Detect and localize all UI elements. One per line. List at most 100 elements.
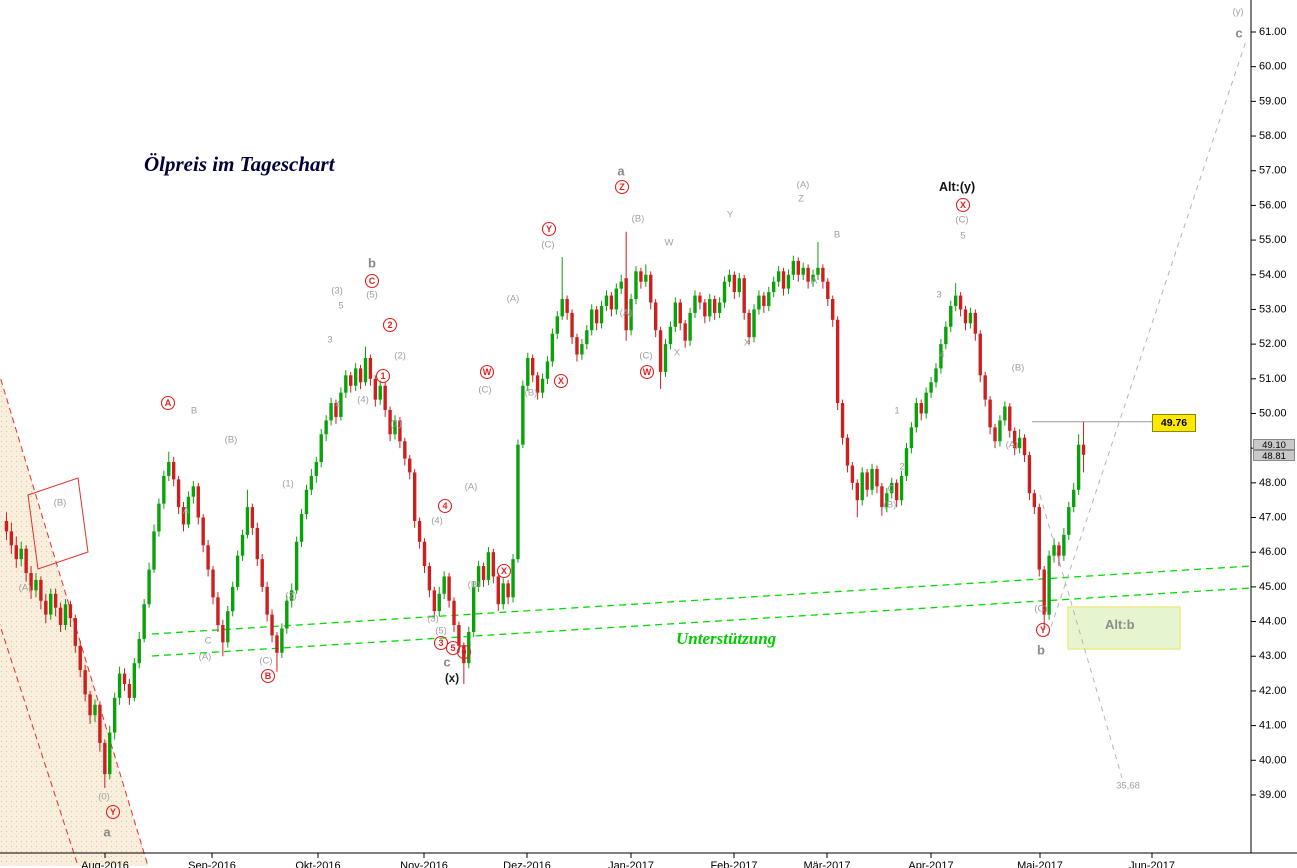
candle <box>791 255 796 280</box>
wave-label-circle <box>382 317 398 333</box>
candle <box>108 725 112 780</box>
candle <box>98 701 102 752</box>
candle <box>127 678 132 705</box>
candle <box>324 415 328 442</box>
wave-label: Y <box>110 807 116 817</box>
candle <box>993 423 997 449</box>
candle <box>24 545 28 582</box>
candle <box>511 553 515 603</box>
red-consolidation-box[interactable] <box>27 477 89 570</box>
candle <box>181 501 186 532</box>
candle <box>285 595 289 634</box>
wave-label-circle <box>955 197 971 213</box>
wave-label: 2 <box>899 462 904 473</box>
y-axis-label: 56.00 <box>1259 199 1287 211</box>
candle <box>201 514 205 553</box>
candle <box>590 304 594 336</box>
wave-label: 1 <box>894 406 899 417</box>
candle <box>19 541 23 567</box>
candle <box>309 468 314 495</box>
candle <box>476 560 481 593</box>
wave-label: (5) <box>366 290 378 301</box>
wave-label-circle <box>614 179 630 195</box>
wave-label: (B) <box>225 435 238 446</box>
candle <box>132 657 137 702</box>
wave-label: 0 <box>461 647 466 657</box>
candle <box>934 363 938 388</box>
alt-b-target-box[interactable] <box>1067 606 1181 650</box>
candle <box>73 614 78 653</box>
candle <box>698 292 702 310</box>
candle <box>619 274 623 294</box>
x-axis-label: Okt-2016 <box>295 860 340 868</box>
x-axis-label: Sep-2016 <box>188 860 236 868</box>
candle <box>1017 429 1022 454</box>
candle <box>762 292 766 313</box>
candle <box>890 477 894 499</box>
candle <box>767 286 771 312</box>
candle <box>462 642 466 684</box>
candle <box>206 540 210 577</box>
wave-label: (4) <box>431 516 443 527</box>
wave-label: (A) <box>797 180 810 191</box>
candle <box>240 529 245 561</box>
candle <box>260 553 264 593</box>
y-axis-label: 50.00 <box>1259 407 1287 419</box>
candle <box>1008 403 1012 438</box>
y-axis-label: 58.00 <box>1259 130 1287 142</box>
wave-label: a <box>103 825 111 840</box>
chart-title: Ölpreis im Tageschart <box>144 152 335 176</box>
candle <box>1072 482 1076 513</box>
wave-label: (A) <box>1006 440 1019 451</box>
candle <box>594 305 599 331</box>
wave-label: (C) <box>259 656 272 667</box>
candle <box>437 586 441 617</box>
wave-label: X <box>744 338 751 349</box>
candle <box>924 387 928 419</box>
price-line-tag: 49.76 <box>1152 414 1196 432</box>
wave-label: X <box>960 200 966 210</box>
support-trendline[interactable] <box>151 587 1252 657</box>
red-channel-line[interactable] <box>0 610 79 867</box>
candle <box>531 354 535 383</box>
candle <box>235 550 240 591</box>
candle <box>742 274 746 320</box>
wave-label: c <box>443 655 450 670</box>
wave-label: (B) <box>54 498 67 509</box>
x-axis-label: Jun-2017 <box>1129 860 1175 868</box>
candle <box>1042 566 1046 630</box>
candle <box>998 415 1002 447</box>
wave-label: 3 <box>327 335 332 346</box>
wave-label: (A) <box>199 652 212 663</box>
candle <box>34 573 38 598</box>
candle <box>53 588 58 617</box>
wave-label: 2 <box>387 320 392 330</box>
y-axis-label: 57.00 <box>1259 165 1287 177</box>
candle <box>373 375 378 407</box>
candle <box>850 462 855 490</box>
wave-label: (C) <box>955 215 968 226</box>
candle <box>840 399 845 445</box>
candle <box>339 387 343 421</box>
candle <box>186 491 191 528</box>
candle <box>88 690 92 724</box>
candle <box>147 562 151 608</box>
wave-label: (C) <box>1034 604 1047 615</box>
candle <box>255 522 259 567</box>
candle <box>939 338 943 374</box>
wave-label: B <box>191 406 197 417</box>
candle <box>304 484 309 520</box>
candle <box>668 321 673 350</box>
wave-label: 5 <box>960 231 965 242</box>
candle <box>968 307 973 329</box>
candle <box>358 364 363 390</box>
wave-label: 4 <box>442 501 447 511</box>
candle <box>629 293 633 336</box>
candle <box>491 548 496 584</box>
candle <box>1032 489 1037 515</box>
y-axis-label: 43.00 <box>1259 650 1287 662</box>
candle <box>471 581 476 638</box>
projection-line-up[interactable] <box>1047 37 1248 637</box>
candle <box>221 619 225 657</box>
